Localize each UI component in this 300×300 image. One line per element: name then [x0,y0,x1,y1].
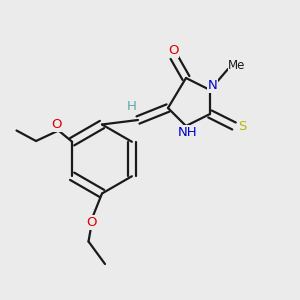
Text: H: H [127,100,137,113]
Text: O: O [86,216,97,229]
Text: S: S [238,119,247,133]
Text: O: O [168,44,178,57]
Text: Me: Me [228,59,246,72]
Text: O: O [51,118,62,131]
Text: N: N [208,79,217,92]
Text: NH: NH [178,125,197,139]
